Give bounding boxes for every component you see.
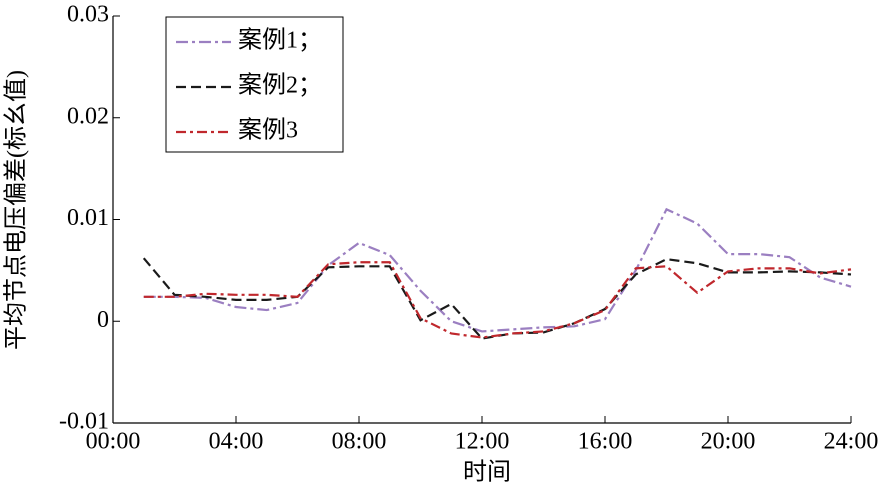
x-axis-label: 时间 xyxy=(463,459,511,486)
y-tick-label: 0.02 xyxy=(67,103,109,129)
y-tick-label: -0.01 xyxy=(59,409,109,435)
x-tick-label: 00:00 xyxy=(86,429,141,455)
series-line xyxy=(142,257,852,340)
series-line xyxy=(143,207,852,333)
x-tick-label: 12:00 xyxy=(455,429,510,455)
x-tick-label: 16:00 xyxy=(578,429,633,455)
y-tick-label: 0.03 xyxy=(67,2,109,28)
series-line xyxy=(143,261,852,339)
y-tick-label: 0 xyxy=(97,307,109,333)
x-tick-label: 20:00 xyxy=(701,429,756,455)
y-tick-label: 0.01 xyxy=(67,205,109,231)
x-tick-label: 08:00 xyxy=(332,429,387,455)
y-axis-label: 平均节点电压偏差(标幺值) xyxy=(3,70,30,350)
legend-label: 案例3 xyxy=(238,117,298,144)
legend-box xyxy=(165,16,344,153)
x-tick-label: 04:00 xyxy=(209,429,264,455)
legend-label: 案例2； xyxy=(238,72,322,99)
x-tick-label: 24:00 xyxy=(824,429,879,455)
legend-label: 案例1； xyxy=(238,27,322,54)
